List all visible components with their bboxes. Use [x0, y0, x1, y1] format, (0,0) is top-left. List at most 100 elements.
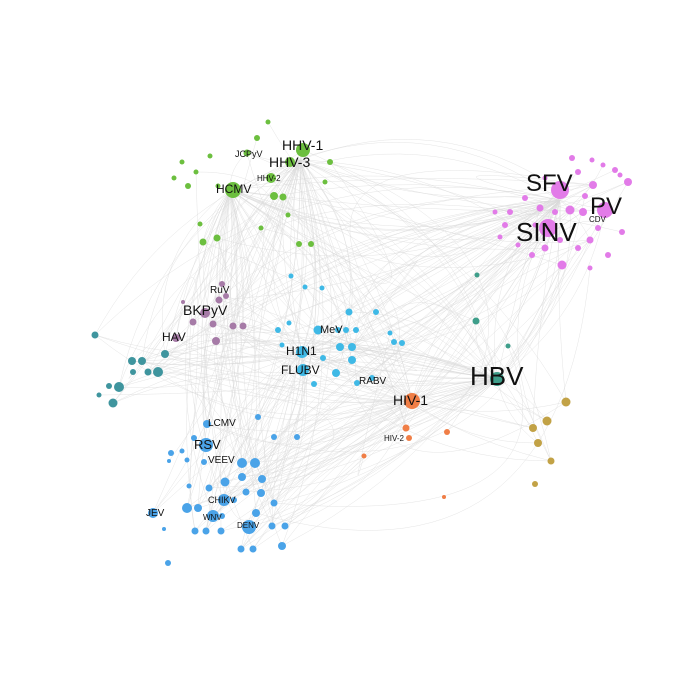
mustard-node [561, 397, 571, 407]
flu-node [353, 327, 359, 333]
flu-node [311, 381, 317, 387]
network-edge [255, 378, 498, 514]
network-edge [229, 189, 350, 313]
network-edge [299, 159, 351, 348]
herpes-node [270, 192, 278, 200]
network-edge [299, 159, 546, 249]
network-edge [232, 199, 561, 327]
network-edge [301, 239, 591, 353]
flu-node [275, 327, 281, 333]
alpha-node [575, 169, 581, 175]
network-edge [206, 264, 563, 453]
node-label-wnv: WNV [203, 513, 222, 522]
network-edge [317, 329, 413, 402]
polyoma-node [229, 322, 237, 330]
mustard-node [534, 439, 542, 447]
network-edge [224, 189, 286, 527]
teal-node [114, 382, 124, 392]
network-edge [282, 196, 303, 353]
network-edge [240, 239, 591, 550]
alpha-node [575, 245, 581, 251]
jev-node [148, 508, 158, 518]
alpha-node [624, 178, 632, 186]
mustard-node [547, 457, 555, 465]
alpha-node [522, 195, 528, 201]
bkpyv-node [200, 308, 210, 318]
network-edge [248, 351, 303, 528]
flavi-node [281, 522, 289, 530]
network-edge [212, 400, 413, 517]
node-label-rabv: RABV [359, 376, 387, 387]
flavi-node [167, 459, 171, 463]
network-edge [255, 400, 413, 514]
hhv2-node [266, 173, 276, 183]
network-edge [186, 189, 232, 509]
flu-node [387, 330, 393, 336]
flavi-node [238, 473, 246, 481]
network-edge [258, 211, 584, 377]
network-edge [252, 378, 498, 550]
network-edge [237, 227, 549, 474]
network-edge [212, 199, 561, 325]
flu-node [288, 273, 294, 279]
network-edge [164, 159, 301, 355]
hbv-node [490, 372, 504, 386]
network-edge [289, 161, 316, 353]
network-edge [262, 195, 303, 353]
lcmv-node [203, 420, 211, 428]
network-edge [164, 353, 413, 402]
network-edge [157, 371, 243, 464]
network-edge [229, 189, 257, 514]
flu-node [302, 284, 308, 290]
h1n1-node [296, 346, 308, 358]
network-edge [131, 351, 303, 366]
network-edge [273, 378, 498, 504]
flavi-node [237, 458, 247, 468]
network-edge [301, 207, 541, 353]
network-edge [229, 189, 546, 250]
network-edge [218, 299, 303, 353]
flu-node [391, 339, 397, 345]
network-edge [204, 312, 303, 353]
flavi-node [220, 477, 230, 487]
network-edge [500, 247, 579, 387]
teal-node [144, 368, 152, 376]
network-edge [301, 351, 552, 462]
teal-node [130, 369, 136, 375]
teal-node [106, 383, 112, 389]
jcpyv-node [243, 149, 251, 157]
network-edge [270, 153, 561, 201]
network-edge [282, 196, 498, 380]
network-edge [301, 209, 571, 353]
network-edge [329, 161, 489, 433]
network-edge [152, 189, 238, 514]
sfv-node [551, 181, 569, 199]
herpes-node [258, 225, 264, 231]
network-edge [281, 199, 561, 547]
flu-node [286, 320, 292, 326]
network-edge [214, 189, 243, 478]
node-label-jcpyv: JCPyV [235, 149, 263, 159]
network-edge [271, 199, 561, 527]
teal-node [153, 367, 163, 377]
mev-node [313, 325, 323, 335]
alpha-node [557, 260, 567, 270]
alpha-node [579, 208, 587, 216]
mustard-node [542, 416, 552, 426]
herpes-node [197, 221, 203, 227]
herpes-node [308, 241, 314, 247]
network-edge [224, 199, 561, 483]
alpha-node [529, 252, 535, 258]
node-label-veev: VEEV [208, 455, 235, 466]
network-edge [263, 351, 303, 547]
flavi-node [257, 489, 265, 497]
herpes-node [193, 169, 199, 175]
network-edge [299, 159, 407, 429]
network-edge [205, 159, 301, 532]
alpha-node [612, 167, 618, 173]
network-edge [411, 264, 563, 402]
flu-node [320, 355, 326, 361]
network-edge [284, 199, 561, 527]
node-label-flubv: FLUBV [281, 363, 320, 377]
polyoma-node [209, 320, 217, 328]
